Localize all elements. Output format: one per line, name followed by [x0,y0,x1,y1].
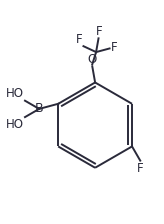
Text: F: F [95,24,102,38]
Text: O: O [88,52,97,65]
Text: HO: HO [6,87,24,100]
Text: F: F [76,32,83,45]
Text: F: F [137,162,144,175]
Text: HO: HO [6,118,24,131]
Text: B: B [35,102,43,115]
Text: F: F [110,41,117,54]
